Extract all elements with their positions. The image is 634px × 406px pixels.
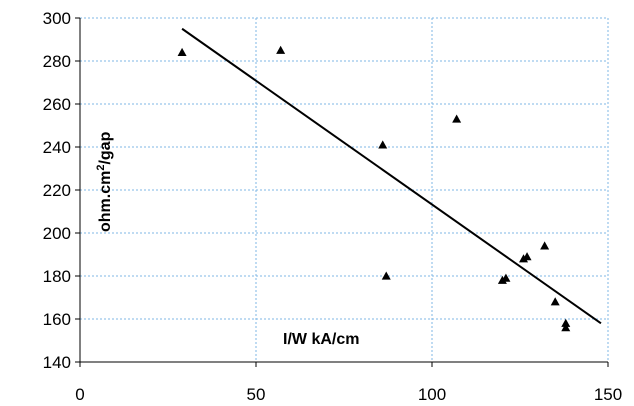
data-points [177, 45, 571, 332]
data-point [561, 323, 571, 332]
x-tick-label: 150 [594, 385, 622, 404]
x-tick-labels: 0 50 100 150 [75, 385, 622, 404]
data-point [501, 273, 511, 282]
data-point [177, 47, 187, 56]
data-point [561, 318, 571, 327]
y-tick-label: 280 [43, 52, 71, 71]
gridlines [80, 17, 609, 362]
data-point [378, 140, 388, 149]
data-point [519, 254, 529, 263]
y-tick-label: 220 [43, 181, 71, 200]
y-tick-label: 140 [43, 353, 71, 372]
y-tick-label: 200 [43, 224, 71, 243]
x-tick-label: 100 [418, 385, 446, 404]
y-tick-label: 240 [43, 138, 71, 157]
y-tick-labels: 140 160 180 200 220 240 260 280 300 [43, 9, 71, 372]
y-axis-title-sup: 2 [95, 165, 107, 171]
axes [75, 17, 609, 367]
x-tick-label: 0 [75, 385, 84, 404]
y-axis-title-main: ohm.cm [97, 171, 114, 232]
x-tick-label: 50 [247, 385, 266, 404]
y-tick-label: 180 [43, 267, 71, 286]
data-point [381, 271, 391, 280]
y-tick-label: 300 [43, 9, 71, 28]
data-point [522, 252, 532, 261]
y-tick-label: 260 [43, 95, 71, 114]
data-point [497, 275, 507, 284]
data-point [540, 241, 550, 250]
y-axis-title: ohm.cm2/gap [95, 131, 114, 232]
data-point [276, 45, 286, 54]
y-axis-title-tail: /gap [97, 131, 114, 164]
y-tick-label: 160 [43, 310, 71, 329]
data-point [550, 297, 560, 306]
data-point [452, 114, 462, 123]
x-axis-title: I/W kA/cm [283, 331, 359, 348]
trend-line [181, 27, 602, 325]
